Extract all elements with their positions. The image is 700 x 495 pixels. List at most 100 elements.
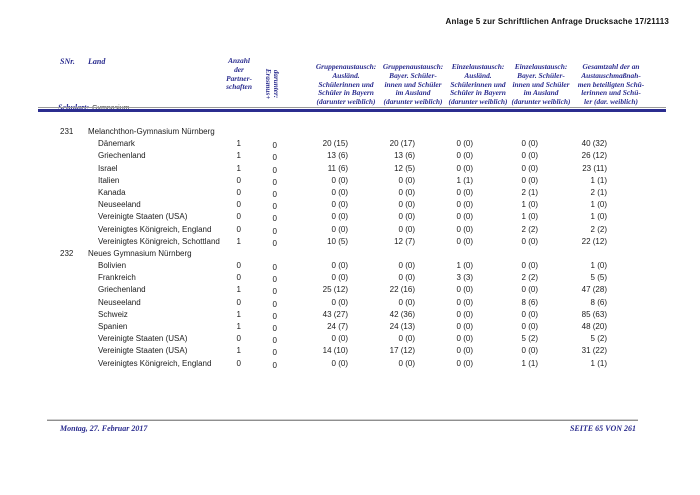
cell-einzelaustausch-ausland: 0 (0) (456, 139, 473, 149)
cell-gesamt: 85 (63) (581, 309, 607, 319)
cell-einzelaustausch-bayern: 0 (0) (521, 346, 538, 356)
cell-land: Bolivien (98, 261, 127, 271)
cell-land: Vereinigte Staaten (USA) (98, 212, 188, 222)
cell-gruppenaustausch-bayern: 20 (17) (389, 139, 415, 149)
cell-gesamt: 47 (28) (581, 285, 607, 295)
cell-partnerschaften: 1 (236, 139, 241, 149)
table-header: SNr. Land Schulart:Gymnasium Anzahl der … (38, 55, 666, 115)
table-row: Bolivien 0 0 0 (0) 0 (0) 1 (0) 0 (0) 1 (… (38, 260, 666, 272)
row-left-pad (38, 150, 60, 162)
school-name: Neues Gymnasium Nürnberg (88, 248, 192, 258)
cell-land: Italien (98, 175, 120, 185)
cell-erasmus: 0 (272, 275, 277, 285)
cell-land: Frankreich (98, 273, 136, 283)
cell-partnerschaften: 1 (236, 151, 241, 161)
cell-gruppenaustausch-ausland: 0 (0) (331, 224, 348, 234)
cell-gruppenaustausch-bayern: 0 (0) (398, 175, 415, 185)
cell-gruppenaustausch-ausland: 10 (5) (327, 236, 348, 246)
cell-erasmus: 0 (272, 177, 277, 187)
cell-einzelaustausch-ausland: 0 (0) (456, 212, 473, 222)
table-row: Neuseeland 0 0 0 (0) 0 (0) 0 (0) 8 (6) 8… (38, 297, 666, 309)
cell-partnerschaften: 0 (236, 358, 241, 368)
cell-gesamt: 1 (1) (590, 358, 607, 368)
cell-gesamt: 31 (22) (581, 346, 607, 356)
cell-einzelaustausch-ausland: 0 (0) (456, 200, 473, 210)
cell-gruppenaustausch-bayern: 13 (6) (394, 151, 415, 161)
row-left-pad (38, 175, 60, 187)
cell-partnerschaften: 0 (236, 334, 241, 344)
cell-gruppenaustausch-bayern: 42 (36) (389, 309, 415, 319)
cell-gruppenaustausch-ausland: 0 (0) (331, 212, 348, 222)
cell-gruppenaustausch-bayern: 24 (13) (389, 322, 415, 331)
footer-rule (47, 419, 638, 421)
row-snr-empty (60, 309, 88, 321)
cell-partnerschaften: 1 (236, 346, 241, 356)
cell-land: Griechenland (98, 285, 146, 295)
cell-partnerschaften: 0 (236, 261, 241, 271)
cell-einzelaustausch-ausland: 0 (0) (456, 322, 473, 331)
cell-partnerschaften: 0 (236, 200, 241, 210)
cell-erasmus: 0 (272, 348, 277, 358)
cell-gruppenaustausch-bayern: 0 (0) (398, 358, 415, 368)
cell-gesamt: 48 (20) (581, 322, 607, 331)
cell-einzelaustausch-ausland: 0 (0) (456, 224, 473, 234)
cell-einzelaustausch-bayern: 0 (0) (521, 285, 538, 295)
row-left-pad (38, 321, 60, 333)
cell-gesamt: 22 (12) (581, 236, 607, 246)
cell-erasmus: 0 (272, 336, 277, 346)
cell-land: Schweiz (98, 309, 128, 319)
table-row: Vereinigte Staaten (USA) 0 0 0 (0) 0 (0)… (38, 333, 666, 345)
cell-land: Neuseeland (98, 200, 141, 210)
table-row: Schweiz 1 0 43 (27) 42 (36) 0 (0) 0 (0) … (38, 309, 666, 321)
cell-gesamt: 1 (0) (590, 212, 607, 222)
cell-gruppenaustausch-ausland: 0 (0) (331, 200, 348, 210)
cell-einzelaustausch-bayern: 1 (1) (521, 358, 538, 368)
col-header-snr: SNr. (60, 57, 75, 66)
row-left-pad (38, 187, 60, 199)
table-row: Vereinigtes Königreich, England 0 0 0 (0… (38, 358, 666, 370)
cell-partnerschaften: 0 (236, 297, 241, 307)
row-left-pad (38, 345, 60, 357)
cell-partnerschaften: 1 (236, 236, 241, 246)
section-number: 231 (60, 127, 74, 136)
col-header-partnerschaften: Anzahl der Partner- schaften (226, 56, 252, 92)
cell-partnerschaften: 0 (236, 175, 241, 185)
cell-einzelaustausch-ausland: 0 (0) (456, 163, 473, 173)
row-snr-empty (60, 138, 88, 150)
table-row: Vereinigtes Königreich, Schottland 1 0 1… (38, 236, 666, 248)
cell-erasmus: 0 (272, 324, 277, 333)
cell-einzelaustausch-ausland: 0 (0) (456, 309, 473, 319)
table-row: Italien 0 0 0 (0) 0 (0) 1 (1) 0 (0) 1 (1… (38, 175, 666, 187)
table-row: Vereinigtes Königreich, England 0 0 0 (0… (38, 224, 666, 236)
row-left-pad (38, 199, 60, 211)
cell-einzelaustausch-ausland: 0 (0) (456, 297, 473, 307)
cell-gruppenaustausch-ausland: 24 (7) (327, 322, 348, 331)
cell-erasmus: 0 (272, 202, 277, 212)
cell-land: Vereinigtes Königreich, Schottland (98, 236, 220, 246)
header-rule-thin (38, 107, 666, 108)
row-snr-empty (60, 175, 88, 187)
cell-einzelaustausch-bayern: 0 (0) (521, 163, 538, 173)
cell-gesamt: 26 (12) (581, 151, 607, 161)
cell-gruppenaustausch-ausland: 43 (27) (322, 309, 348, 319)
col-header-land: Land (88, 57, 106, 66)
cell-gesamt: 2 (2) (590, 224, 607, 234)
table-row: Spanien 1 0 24 (7) 24 (13) 0 (0) 0 (0) 4… (38, 321, 666, 333)
cell-einzelaustausch-bayern: 0 (0) (521, 139, 538, 149)
cell-einzelaustausch-bayern: 0 (0) (521, 322, 538, 331)
row-left-pad (38, 126, 60, 138)
cell-land: Vereinigte Staaten (USA) (98, 346, 188, 356)
row-snr-empty (60, 321, 88, 333)
cell-gruppenaustausch-ausland: 0 (0) (331, 358, 348, 368)
row-snr-empty (60, 345, 88, 357)
table-row: Vereinigte Staaten (USA) 1 0 14 (10) 17 … (38, 345, 666, 357)
cell-gruppenaustausch-bayern: 0 (0) (398, 297, 415, 307)
cell-einzelaustausch-bayern: 0 (0) (521, 175, 538, 185)
cell-erasmus: 0 (272, 299, 277, 309)
document-title: Anlage 5 zur Schriftlichen Anfrage Druck… (445, 17, 669, 26)
row-left-pad (38, 333, 60, 345)
cell-einzelaustausch-bayern: 0 (0) (521, 261, 538, 271)
schulart-row: Schulart:Gymnasium (58, 97, 129, 115)
row-left-pad (38, 297, 60, 309)
